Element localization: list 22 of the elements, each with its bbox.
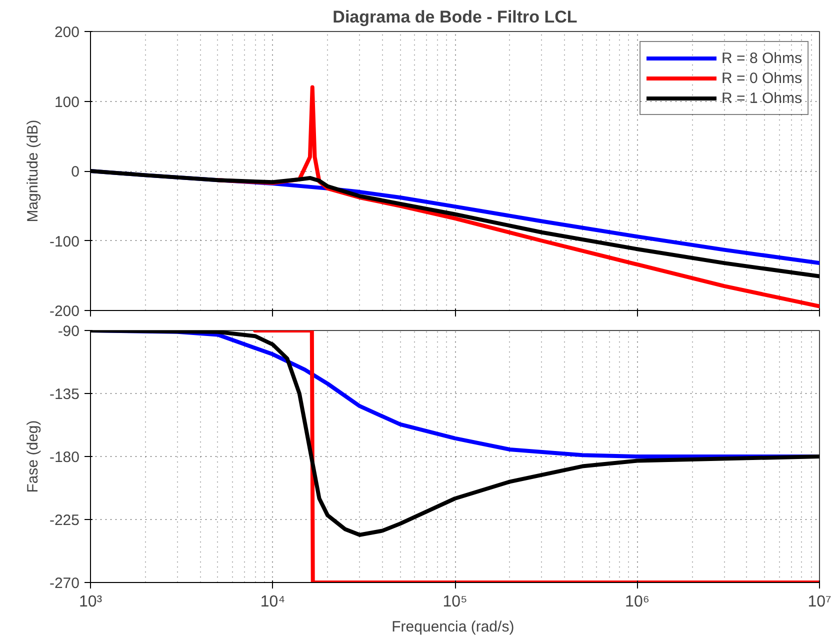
y-tick-label: -135	[49, 386, 80, 403]
y-tick-label: 100	[54, 94, 80, 111]
legend-label: R = 8 Ohms	[722, 50, 802, 66]
x-tick-label: 10⁶	[625, 594, 650, 610]
y-tick-label: -200	[49, 303, 80, 320]
y-tick-label: -100	[49, 233, 80, 250]
y-tick-label: -90	[58, 323, 80, 340]
legend-label: R = 0 Ohms	[722, 70, 802, 86]
y-tick-label: -180	[49, 449, 80, 466]
y-tick-label: 0	[71, 164, 80, 180]
x-tick-label: 10⁵	[442, 594, 468, 610]
y-axis-title: Fase (deg)	[24, 420, 42, 493]
x-tick-label: 10⁴	[260, 594, 286, 610]
legend-label: R = 1 Ohms	[722, 90, 802, 106]
y-tick-label: 200	[54, 24, 80, 41]
y-axis-title: Magnitude (dB)	[24, 120, 42, 222]
chart-title: Diagrama de Bode - Filtro LCL	[332, 8, 578, 26]
x-tick-label: 10³	[78, 594, 103, 610]
y-tick-label: -270	[49, 575, 80, 592]
x-tick-label: 10⁷	[808, 594, 832, 610]
x-axis-title: Frequencia (rad/s)	[392, 618, 514, 636]
y-tick-label: -225	[49, 512, 80, 529]
